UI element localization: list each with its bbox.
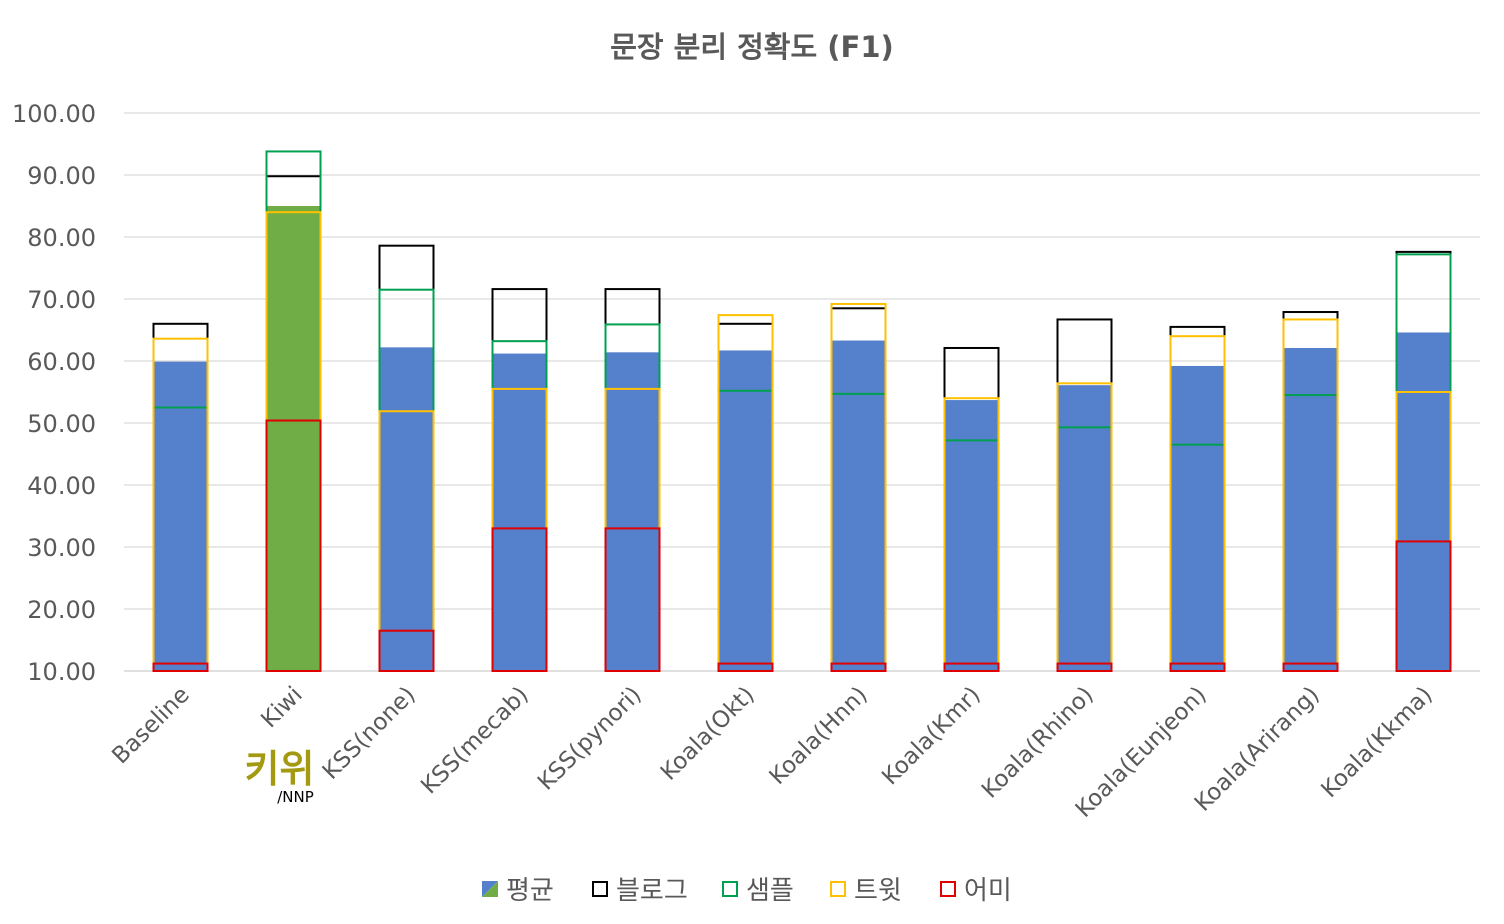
kiwi-logo: 키위/NNP — [245, 747, 315, 806]
legend: 평균 블로그 샘플 트윗 어미 — [482, 876, 1012, 906]
bar-outline-어미 — [265, 419, 322, 672]
y-tick-label: 60.00 — [27, 348, 96, 376]
y-tick-label: 80.00 — [27, 224, 96, 252]
legend-item: 블로그 — [592, 876, 688, 906]
y-axis-tick-labels: 10.00 20.00 30.00 40.00 50.00 60.00 70.00 80.00… — [12, 100, 96, 686]
bar-outline-어미 — [1282, 662, 1339, 672]
bar-group — [378, 244, 435, 673]
bar-group — [943, 346, 1000, 672]
bar-평균 — [378, 347, 435, 671]
y-tick-label: 30.00 — [27, 534, 96, 562]
x-tick-label: Koala(Kmr) — [877, 682, 986, 791]
bar-평균 — [943, 400, 1000, 671]
y-tick-label: 20.00 — [27, 596, 96, 624]
x-tick-label: Kiwi — [256, 682, 307, 733]
bar-평균 — [491, 353, 548, 671]
bar-group — [152, 322, 209, 672]
y-tick-label: 40.00 — [27, 472, 96, 500]
bar-group — [717, 314, 774, 672]
legend-item: 평균 — [482, 876, 554, 906]
x-tick-label: Koala(Arirang) — [1190, 682, 1325, 817]
bar-평균 — [1056, 385, 1113, 671]
bars — [152, 150, 1452, 673]
bar-평균 — [152, 361, 209, 671]
legend-swatch — [830, 881, 846, 897]
bar-outline-어미 — [378, 629, 435, 673]
bar-group — [830, 302, 887, 672]
legend-swatch — [592, 881, 608, 897]
bar-outline-어미 — [491, 527, 548, 673]
logo-subtext: /NNP — [277, 788, 314, 806]
bar-group — [1056, 318, 1113, 672]
gridlines — [124, 112, 1480, 672]
legend-label: 어미 — [964, 876, 1012, 906]
bar-평균 — [1169, 365, 1226, 671]
x-tick-label: Koala(Rhino) — [977, 682, 1099, 804]
bar-group — [604, 288, 661, 673]
legend-swatch — [722, 881, 738, 897]
legend-item: 트윗 — [830, 876, 902, 906]
x-tick-label: KSS(pynori) — [533, 682, 647, 796]
legend-item: 샘플 — [722, 876, 794, 906]
bar-outline-어미 — [1395, 540, 1452, 672]
x-tick-label: Baseline — [107, 682, 194, 769]
x-tick-label: Koala(Hnn) — [765, 682, 873, 790]
bar-평균 — [830, 340, 887, 671]
legend-swatch — [940, 881, 956, 897]
y-tick-label: 90.00 — [27, 162, 96, 190]
bar-outline-어미 — [604, 527, 661, 673]
legend-label: 트윗 — [854, 876, 902, 906]
legend-label: 블로그 — [616, 876, 688, 906]
x-tick-label: Koala(Okt) — [656, 682, 760, 786]
x-tick-label: Koala(Kkma) — [1317, 682, 1438, 803]
legend-label: 샘플 — [746, 876, 794, 906]
bar-outline-어미 — [830, 662, 887, 672]
bar-평균 — [1282, 347, 1339, 671]
y-tick-label: 100.00 — [12, 100, 96, 128]
y-tick-label: 50.00 — [27, 410, 96, 438]
bar-outline-어미 — [1169, 662, 1226, 672]
bar-group — [1282, 311, 1339, 672]
x-tick-label: KSS(none) — [318, 682, 421, 785]
legend-item: 어미 — [940, 876, 1012, 906]
x-tick-label: KSS(mecab) — [416, 682, 533, 799]
bar-평균 — [717, 350, 774, 671]
bar-outline-어미 — [717, 662, 774, 672]
legend-label: 평균 — [506, 876, 554, 906]
y-tick-label: 70.00 — [27, 286, 96, 314]
legend-swatch-highlight — [482, 881, 498, 897]
y-tick-label: 10.00 — [27, 658, 96, 686]
chart-title: 문장 분리 정확도 (F1) — [610, 30, 894, 64]
bar-group — [265, 150, 322, 673]
bar-group — [491, 288, 548, 673]
bar-평균 — [265, 206, 322, 671]
bar-group — [1395, 250, 1452, 673]
bar-평균 — [604, 352, 661, 671]
logo-text: 키위 — [245, 747, 315, 791]
bar-평균 — [1395, 332, 1452, 671]
bar-outline-어미 — [1056, 662, 1113, 672]
bar-group — [1169, 325, 1226, 673]
bar-outline-어미 — [943, 662, 1000, 672]
bar-outline-어미 — [152, 662, 209, 672]
